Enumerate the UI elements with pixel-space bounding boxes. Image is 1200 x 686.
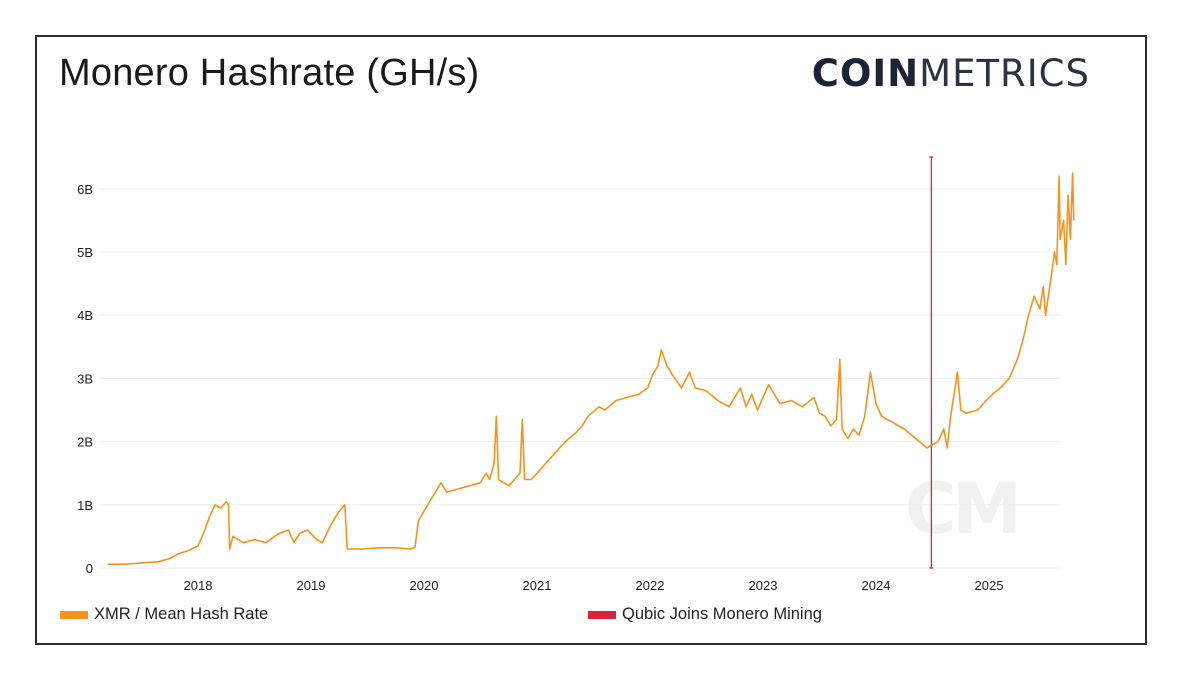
series-line-mean-hash-rate bbox=[107, 172, 1075, 565]
x-tick-label: 2022 bbox=[636, 578, 665, 593]
y-tick-label: 5B bbox=[77, 245, 93, 260]
x-tick-label: 2023 bbox=[749, 578, 778, 593]
legend-label-qubic: Qubic Joins Monero Mining bbox=[622, 605, 822, 623]
x-tick-label: 2021 bbox=[523, 578, 552, 593]
y-tick-label: 1B bbox=[77, 498, 93, 513]
chart-title: Monero Hashrate (GH/s) bbox=[59, 52, 480, 94]
y-tick-label: 2B bbox=[77, 435, 93, 450]
legend-item-qubic[interactable]: Qubic Joins Monero Mining bbox=[588, 605, 822, 624]
logo-light-text: METRICS bbox=[919, 52, 1090, 95]
x-tick-label: 2025 bbox=[975, 578, 1004, 593]
coinmetrics-logo: COINMETRICS bbox=[812, 52, 1090, 95]
legend-label-mean-hash-rate: XMR / Mean Hash Rate bbox=[94, 605, 269, 623]
x-tick-label: 2018 bbox=[184, 578, 213, 593]
legend-swatch-red bbox=[588, 610, 616, 619]
logo-bold-text: COIN bbox=[811, 52, 920, 95]
chart-frame bbox=[35, 35, 1147, 645]
x-tick-label: 2019 bbox=[297, 578, 326, 593]
watermark-logo: CM bbox=[905, 468, 1022, 550]
y-tick-label: 0 bbox=[86, 561, 93, 576]
y-tick-label: 4B bbox=[77, 308, 93, 323]
legend-item-mean-hash-rate[interactable]: XMR / Mean Hash Rate bbox=[60, 605, 268, 624]
x-tick-label: 2020 bbox=[410, 578, 439, 593]
y-tick-label: 6B bbox=[77, 182, 93, 197]
x-tick-label: 2024 bbox=[862, 578, 891, 593]
legend-swatch-orange bbox=[60, 610, 88, 619]
y-tick-label: 3B bbox=[77, 371, 93, 386]
